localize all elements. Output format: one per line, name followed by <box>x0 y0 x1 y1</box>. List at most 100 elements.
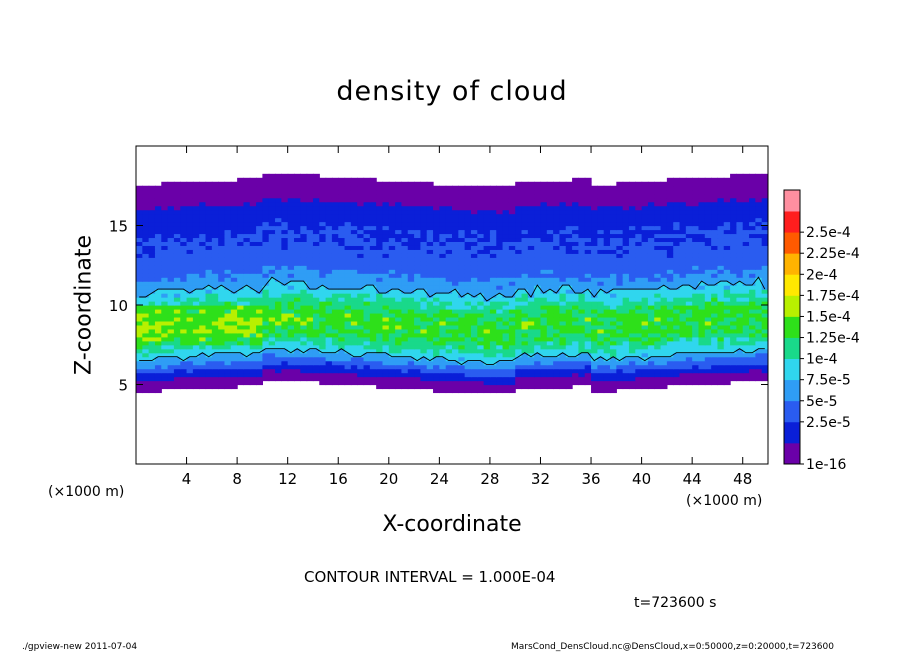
heatmap-cell <box>325 308 333 314</box>
heatmap-cell <box>395 332 403 338</box>
heatmap-cell <box>654 213 662 219</box>
heatmap-cell <box>407 253 415 258</box>
heatmap-cell <box>559 364 567 370</box>
contour-interval-note: CONTOUR INTERVAL = 1.000E-04 <box>304 568 556 586</box>
heatmap-cell <box>445 332 453 338</box>
heatmap-cell <box>527 376 535 382</box>
heatmap-cell <box>635 249 643 254</box>
heatmap-cell <box>610 332 617 338</box>
heatmap-cell <box>433 332 440 338</box>
heatmap-cell <box>616 305 624 310</box>
heatmap-cell <box>192 257 200 262</box>
heatmap-cell <box>325 241 333 246</box>
heatmap-cell <box>161 265 169 270</box>
heatmap-cell <box>407 372 415 378</box>
heatmap-cell <box>572 217 579 223</box>
heatmap-cell <box>218 193 226 199</box>
heatmap-cell <box>319 348 327 354</box>
heatmap-cell <box>660 229 668 235</box>
heatmap-cell <box>616 308 624 314</box>
heatmap-cell <box>294 249 301 254</box>
heatmap-cell <box>420 308 428 314</box>
heatmap-cell <box>281 316 289 322</box>
heatmap-cell <box>294 205 301 211</box>
heatmap-cell <box>186 245 194 250</box>
heatmap-cell <box>256 221 263 227</box>
heatmap-cell <box>268 205 276 211</box>
heatmap-cell <box>711 324 719 330</box>
heatmap-cell <box>205 261 213 266</box>
heatmap-cell <box>628 293 636 298</box>
heatmap-cell <box>477 225 485 231</box>
heatmap-cell <box>755 221 763 227</box>
heatmap-cell <box>647 269 655 274</box>
heatmap-cell <box>730 332 737 338</box>
heatmap-cell <box>641 348 649 354</box>
heatmap-cell <box>445 344 453 350</box>
heatmap-cell <box>704 308 712 314</box>
heatmap-cell <box>445 336 453 342</box>
heatmap-cell <box>211 344 219 350</box>
heatmap-cell <box>382 293 390 298</box>
heatmap-cell <box>660 384 668 390</box>
heatmap-cell <box>666 356 674 362</box>
heatmap-cell <box>407 241 415 246</box>
heatmap-cell <box>477 261 485 266</box>
heatmap-cell <box>647 372 655 378</box>
heatmap-cell <box>192 205 200 211</box>
heatmap-cell <box>496 285 504 290</box>
heatmap-cell <box>395 285 403 290</box>
heatmap-cell <box>578 189 586 195</box>
heatmap-cell <box>534 249 542 254</box>
heatmap-cell <box>369 360 377 366</box>
heatmap-cell <box>268 201 276 207</box>
heatmap-cell <box>401 324 409 330</box>
heatmap-cell <box>142 301 150 306</box>
heatmap-cell <box>692 225 700 231</box>
heatmap-cell <box>483 305 491 310</box>
heatmap-cell <box>572 193 579 199</box>
heatmap-cell <box>205 380 213 386</box>
heatmap-cell <box>199 193 207 199</box>
heatmap-cell <box>281 185 289 191</box>
heatmap-cell <box>148 356 156 362</box>
heatmap-cell <box>211 221 219 227</box>
heatmap-cell <box>388 380 396 386</box>
heatmap-cell <box>546 384 554 390</box>
heatmap-cell <box>249 241 257 246</box>
heatmap-cell <box>534 225 542 231</box>
heatmap-cell <box>660 352 668 358</box>
heatmap-cell <box>534 384 542 390</box>
heatmap-cell <box>628 205 636 211</box>
heatmap-cell <box>344 281 352 286</box>
heatmap-cell <box>496 281 504 286</box>
heatmap-cell <box>597 245 605 250</box>
heatmap-cell <box>489 193 497 199</box>
heatmap-cell <box>192 336 200 342</box>
heatmap-cell <box>458 320 466 326</box>
heatmap-cell <box>281 269 289 274</box>
heatmap-cell <box>698 376 706 382</box>
heatmap-cell <box>439 320 447 326</box>
heatmap-cell <box>584 352 592 358</box>
heatmap-cell <box>515 368 523 374</box>
heatmap-cell <box>300 197 308 203</box>
heatmap-cell <box>369 249 377 254</box>
heatmap-cell <box>237 320 245 326</box>
heatmap-cell <box>369 380 377 386</box>
heatmap-cell <box>268 376 276 382</box>
heatmap-cell <box>268 209 276 215</box>
heatmap-cell <box>527 312 535 318</box>
heatmap-cell <box>723 217 731 223</box>
heatmap-cell <box>591 265 598 270</box>
heatmap-cell <box>281 257 289 262</box>
heatmap-cell <box>540 241 548 246</box>
heatmap-cell <box>534 368 542 374</box>
heatmap-cell <box>666 368 674 374</box>
heatmap-cell <box>294 316 301 322</box>
heatmap-cell <box>565 289 573 294</box>
heatmap-cell <box>679 328 687 334</box>
heatmap-cell <box>275 316 282 322</box>
heatmap-cell <box>275 193 282 199</box>
heatmap-cell <box>572 312 579 318</box>
